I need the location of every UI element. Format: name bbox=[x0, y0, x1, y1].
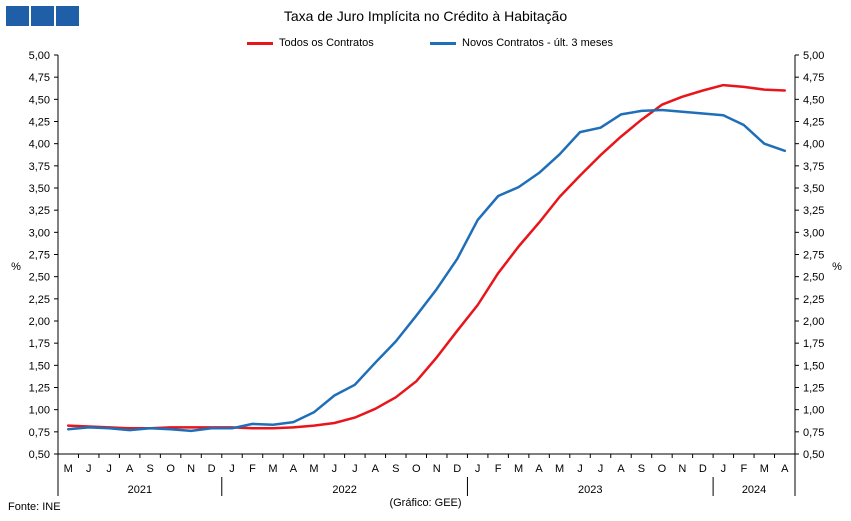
x-tick-label-month: F bbox=[249, 463, 256, 475]
x-tick-label-month: S bbox=[392, 463, 399, 475]
y-tick-label-left: 2,00 bbox=[29, 316, 50, 328]
x-tick-label-month: D bbox=[699, 463, 707, 475]
x-tick-label-month: J bbox=[352, 463, 358, 475]
legend-swatch-todos bbox=[247, 41, 273, 45]
x-tick-label-month: N bbox=[187, 463, 195, 475]
x-tick-label-month: O bbox=[658, 463, 667, 475]
y-tick-label-right: 3,75 bbox=[803, 161, 824, 173]
legend-label-todos: Todos os Contratos bbox=[279, 37, 374, 49]
x-tick-label-month: S bbox=[146, 463, 153, 475]
y-tick-label-left: 4,00 bbox=[29, 139, 50, 151]
y-tick-label-left: 0,50 bbox=[29, 449, 50, 461]
y-axis-label-left: % bbox=[11, 261, 21, 273]
y-tick-label-right: 1,50 bbox=[803, 360, 824, 372]
x-tick-label-month: M bbox=[760, 463, 769, 475]
y-tick-label-left: 3,50 bbox=[29, 183, 50, 195]
x-tick-label-month: J bbox=[721, 463, 727, 475]
y-tick-label-left: 3,00 bbox=[29, 227, 50, 239]
x-tick-label-month: M bbox=[64, 463, 73, 475]
x-tick-label-month: M bbox=[555, 463, 564, 475]
x-year-label: 2021 bbox=[128, 484, 152, 496]
y-tick-label-left: 1,25 bbox=[29, 383, 50, 395]
x-tick-label-month: M bbox=[309, 463, 318, 475]
y-tick-label-left: 4,25 bbox=[29, 117, 50, 129]
y-tick-label-left: 3,75 bbox=[29, 161, 50, 173]
y-tick-label-right: 1,00 bbox=[803, 405, 824, 417]
gee-logo bbox=[6, 6, 79, 26]
series-line-todos-os-contratos bbox=[66, 83, 787, 430]
x-tick-label-month: J bbox=[475, 463, 481, 475]
x-tick-label-month: J bbox=[229, 463, 235, 475]
x-tick-label-month: N bbox=[433, 463, 441, 475]
x-tick-label-month: J bbox=[86, 463, 92, 475]
y-tick-label-left: 1,75 bbox=[29, 338, 50, 350]
data-source: Fonte: INE bbox=[8, 501, 61, 513]
y-tick-label-left: 1,50 bbox=[29, 360, 50, 372]
x-tick-label-month: S bbox=[638, 463, 645, 475]
x-tick-label-month: O bbox=[412, 463, 421, 475]
x-tick-label-month: J bbox=[106, 463, 112, 475]
x-tick-label-month: F bbox=[495, 463, 502, 475]
y-tick-label-right: 4,75 bbox=[803, 72, 824, 84]
x-tick-label-month: J bbox=[598, 463, 604, 475]
x-tick-label-month: J bbox=[332, 463, 338, 475]
y-tick-label-right: 4,50 bbox=[803, 94, 824, 106]
y-tick-label-right: 2,50 bbox=[803, 272, 824, 284]
legend-swatch-novos bbox=[430, 41, 456, 45]
x-tick-label-month: N bbox=[678, 463, 686, 475]
x-tick-label-month: J bbox=[577, 463, 583, 475]
legend-item-todos: Todos os Contratos bbox=[247, 37, 374, 49]
logo-block-1 bbox=[6, 6, 29, 26]
legend-item-novos: Novos Contratos - últ. 3 meses bbox=[430, 37, 613, 49]
series-line-novos-contratos bbox=[66, 108, 787, 433]
y-tick-label-right: 4,25 bbox=[803, 117, 824, 129]
y-tick-label-right: 1,75 bbox=[803, 338, 824, 350]
y-tick-label-right: 0,50 bbox=[803, 449, 824, 461]
x-tick-label-month: A bbox=[617, 463, 625, 475]
y-axis-label-right: % bbox=[832, 261, 842, 273]
y-tick-label-right: 0,75 bbox=[803, 427, 824, 439]
y-tick-label-right: 2,00 bbox=[803, 316, 824, 328]
y-tick-label-left: 4,75 bbox=[29, 72, 50, 84]
y-tick-label-left: 1,00 bbox=[29, 405, 50, 417]
x-tick-label-month: F bbox=[740, 463, 747, 475]
y-tick-label-left: 0,75 bbox=[29, 427, 50, 439]
logo-block-2 bbox=[31, 6, 54, 26]
x-year-label: 2022 bbox=[332, 484, 356, 496]
x-year-label: 2024 bbox=[742, 484, 766, 496]
x-year-label: 2023 bbox=[578, 484, 602, 496]
x-tick-label-month: A bbox=[781, 463, 789, 475]
x-tick-label-month: D bbox=[453, 463, 461, 475]
y-tick-label-right: 2,25 bbox=[803, 294, 824, 306]
y-tick-label-left: 2,75 bbox=[29, 250, 50, 262]
y-tick-label-right: 3,25 bbox=[803, 205, 824, 217]
chart-legend: Todos os Contratos Novos Contratos - últ… bbox=[0, 37, 851, 51]
logo-block-3 bbox=[56, 6, 79, 26]
legend-label-novos: Novos Contratos - últ. 3 meses bbox=[462, 37, 614, 49]
x-tick-label-month: A bbox=[126, 463, 134, 475]
x-tick-label-month: M bbox=[268, 463, 277, 475]
y-tick-label-right: 2,75 bbox=[803, 250, 824, 262]
y-tick-label-left: 2,50 bbox=[29, 272, 50, 284]
y-tick-label-right: 5,00 bbox=[803, 50, 824, 62]
y-tick-label-right: 1,25 bbox=[803, 383, 824, 395]
chart-title: Taxa de Juro Implícita no Crédito à Habi… bbox=[283, 8, 568, 24]
y-tick-label-right: 4,00 bbox=[803, 139, 824, 151]
x-tick-label-month: A bbox=[372, 463, 380, 475]
x-tick-label-month: D bbox=[208, 463, 216, 475]
y-tick-label-right: 3,00 bbox=[803, 227, 824, 239]
y-tick-label-left: 4,50 bbox=[29, 94, 50, 106]
x-tick-label-month: M bbox=[514, 463, 523, 475]
x-tick-label-month: O bbox=[166, 463, 175, 475]
x-tick-label-month: A bbox=[535, 463, 543, 475]
y-tick-label-left: 5,00 bbox=[29, 50, 50, 62]
y-tick-label-left: 3,25 bbox=[29, 205, 50, 217]
chart-credit: (Gráfico: GEE) bbox=[389, 497, 462, 509]
x-tick-label-month: A bbox=[290, 463, 298, 475]
y-tick-label-left: 2,25 bbox=[29, 294, 50, 306]
y-tick-label-right: 3,50 bbox=[803, 183, 824, 195]
